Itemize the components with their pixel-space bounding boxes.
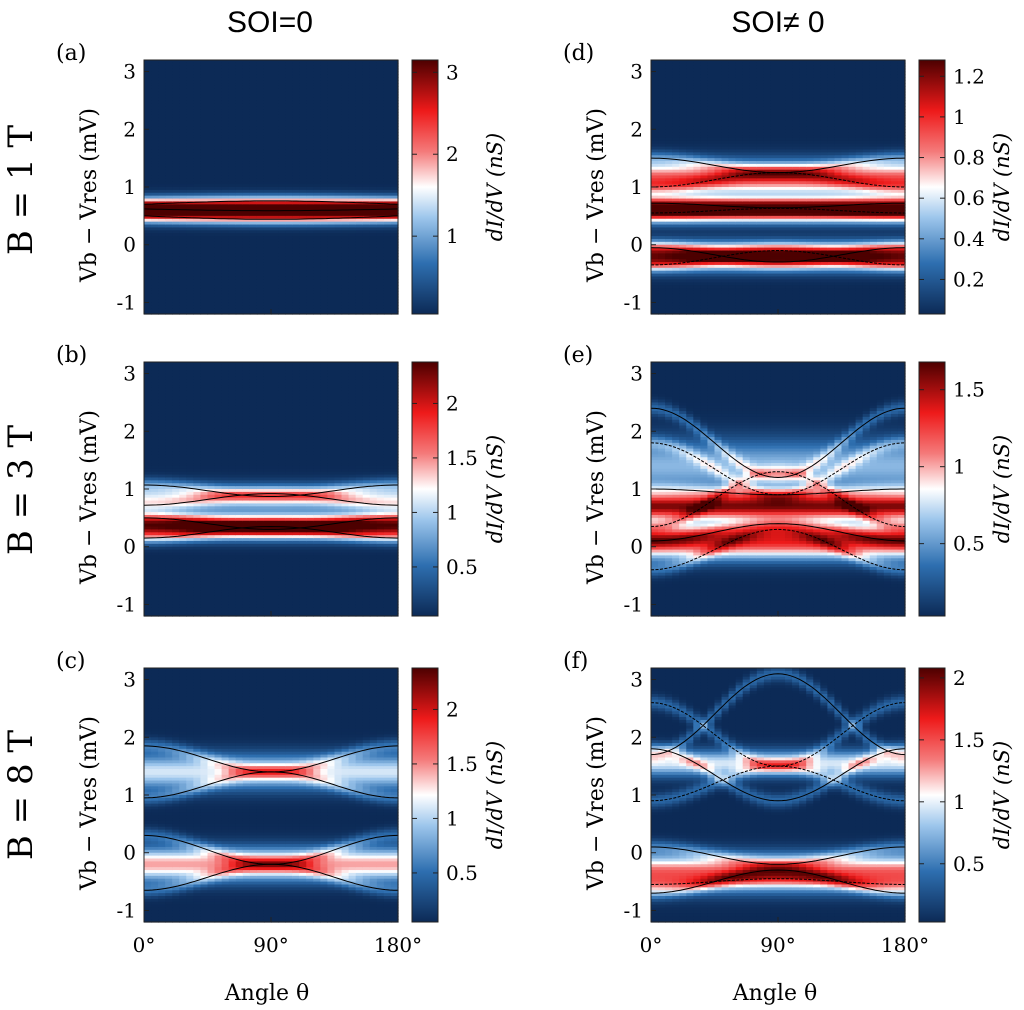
y-tick-label: 3 [123, 60, 136, 84]
colorbar-label: dI/dV (nS) [483, 133, 507, 241]
x-axis-label-left: Angle θ [224, 981, 309, 1006]
colorbar-tick-label: 1 [446, 224, 459, 248]
colorbar-tick-label: 3 [446, 60, 459, 84]
row-label-8T: B = 8 T [1, 730, 41, 861]
row-label-1T: B = 1 T [1, 125, 41, 256]
heatmap-cells [144, 60, 399, 315]
colorbar [412, 60, 438, 314]
colorbar-tick-label: 2 [446, 142, 459, 166]
row-label-3T: B = 3 T [1, 425, 41, 556]
figure: SOI=0 SOI≠ 0 B = 1 T B = 3 T B = 8 T Ang… [0, 0, 1024, 1010]
col-title-soi-nonzero: SOI≠ 0 [731, 6, 824, 39]
y-tick-label: 1 [123, 175, 136, 199]
y-tick-label: 2 [123, 117, 136, 141]
x-axis-label-right: Angle θ [732, 981, 817, 1006]
col-title-soi-zero: SOI=0 [227, 6, 313, 39]
heatmap-panel: -1 0 1 2 3 Vb − Vres (mV) (a) 1 2 3 dI/dV (nS) [56, 41, 507, 315]
y-tick-label: -1 [117, 290, 136, 314]
panel-label: (a) [56, 41, 86, 66]
y-axis-label: Vb − Vres (mV) [77, 108, 102, 283]
y-tick-label: 0 [123, 233, 136, 257]
heatmap-cells [144, 362, 399, 617]
